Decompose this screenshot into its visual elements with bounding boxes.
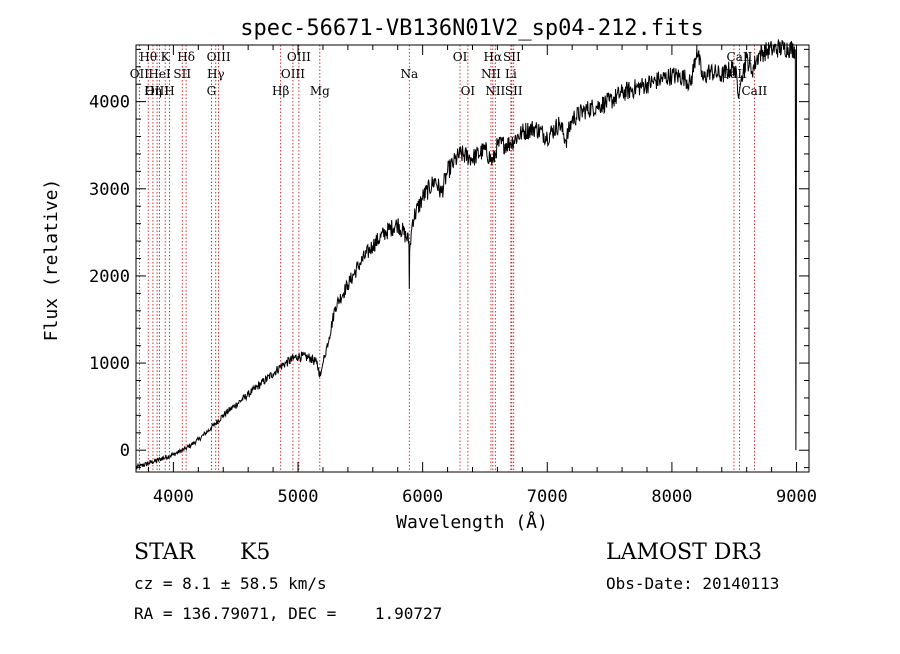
line-label-20: NII	[481, 67, 501, 81]
y-tick-label-2000: 2000	[89, 267, 130, 287]
line-label-22: SII	[503, 50, 521, 64]
series-group	[135, 38, 797, 471]
line-label-11: G	[207, 84, 217, 98]
line-label-13: OIII	[281, 67, 305, 81]
line-label-18: OI	[461, 84, 476, 98]
line-label-0: Hθ	[139, 50, 157, 64]
line-label-14: OIII	[287, 50, 311, 64]
y-tick-label-0: 0	[120, 441, 130, 461]
line-label-17: OI	[453, 50, 468, 64]
x-tick-label-6000: 6000	[402, 487, 443, 507]
chart-title: spec-56671-VB136N01V2_sp04-212.fits	[240, 16, 704, 41]
x-tick-label-5000: 5000	[278, 487, 319, 507]
line-label-23: Li	[505, 67, 517, 81]
ra-dec-coordinates: RA = 136.79071, DEC = 1.90727	[134, 604, 443, 623]
line-label-21: NII	[485, 84, 505, 98]
x-tick-label-4000: 4000	[153, 487, 194, 507]
object-class: STAR	[134, 540, 195, 565]
line-label-4: HeI	[148, 67, 171, 81]
line-label-1: OII	[130, 67, 150, 81]
line-label-15: Mg	[310, 84, 330, 98]
x-tick-label-9000: 9000	[776, 487, 817, 507]
x-tick-label-7000: 7000	[527, 487, 568, 507]
line-label-19: Hα	[484, 50, 503, 64]
x-axis: 4000 5000 6000 7000 8000 9000	[147, 45, 817, 507]
line-label-12: Hβ	[272, 84, 289, 98]
line-label-26: CaII	[727, 50, 753, 64]
y-axis-label: Flux (relative)	[41, 179, 62, 342]
y-tick-label-1000: 1000	[89, 354, 130, 374]
observation-date: Obs-Date: 20140113	[606, 574, 780, 593]
object-subclass: K5	[240, 540, 271, 565]
line-label-24: SII	[505, 84, 523, 98]
series-line-flux	[135, 38, 797, 471]
line-label-27: CaII	[741, 84, 767, 98]
y-tick-label-4000: 4000	[89, 93, 130, 113]
line-label-8: Hδ	[177, 50, 195, 64]
line-label-7: H	[164, 84, 174, 98]
x-tick-label-8000: 8000	[651, 487, 692, 507]
y-axis: 0 1000 2000 3000 4000	[89, 48, 809, 469]
line-label-9: OIII	[207, 50, 231, 64]
line-label-5: K	[161, 50, 171, 64]
line-label-6: SII	[173, 67, 191, 81]
y-tick-label-3000: 3000	[89, 180, 130, 200]
x-axis-label: Wavelength (Å)	[396, 511, 548, 533]
survey-name: LAMOST DR3	[606, 540, 762, 565]
line-label-2: OIII	[145, 84, 169, 98]
line-label-3: Hη	[144, 84, 162, 98]
redshift-velocity: cz = 8.1 ± 58.5 km/s	[134, 574, 327, 593]
line-label-10: Hγ	[207, 67, 225, 81]
line-label-16: Na	[400, 67, 418, 81]
emission-line-markers	[138, 45, 755, 472]
